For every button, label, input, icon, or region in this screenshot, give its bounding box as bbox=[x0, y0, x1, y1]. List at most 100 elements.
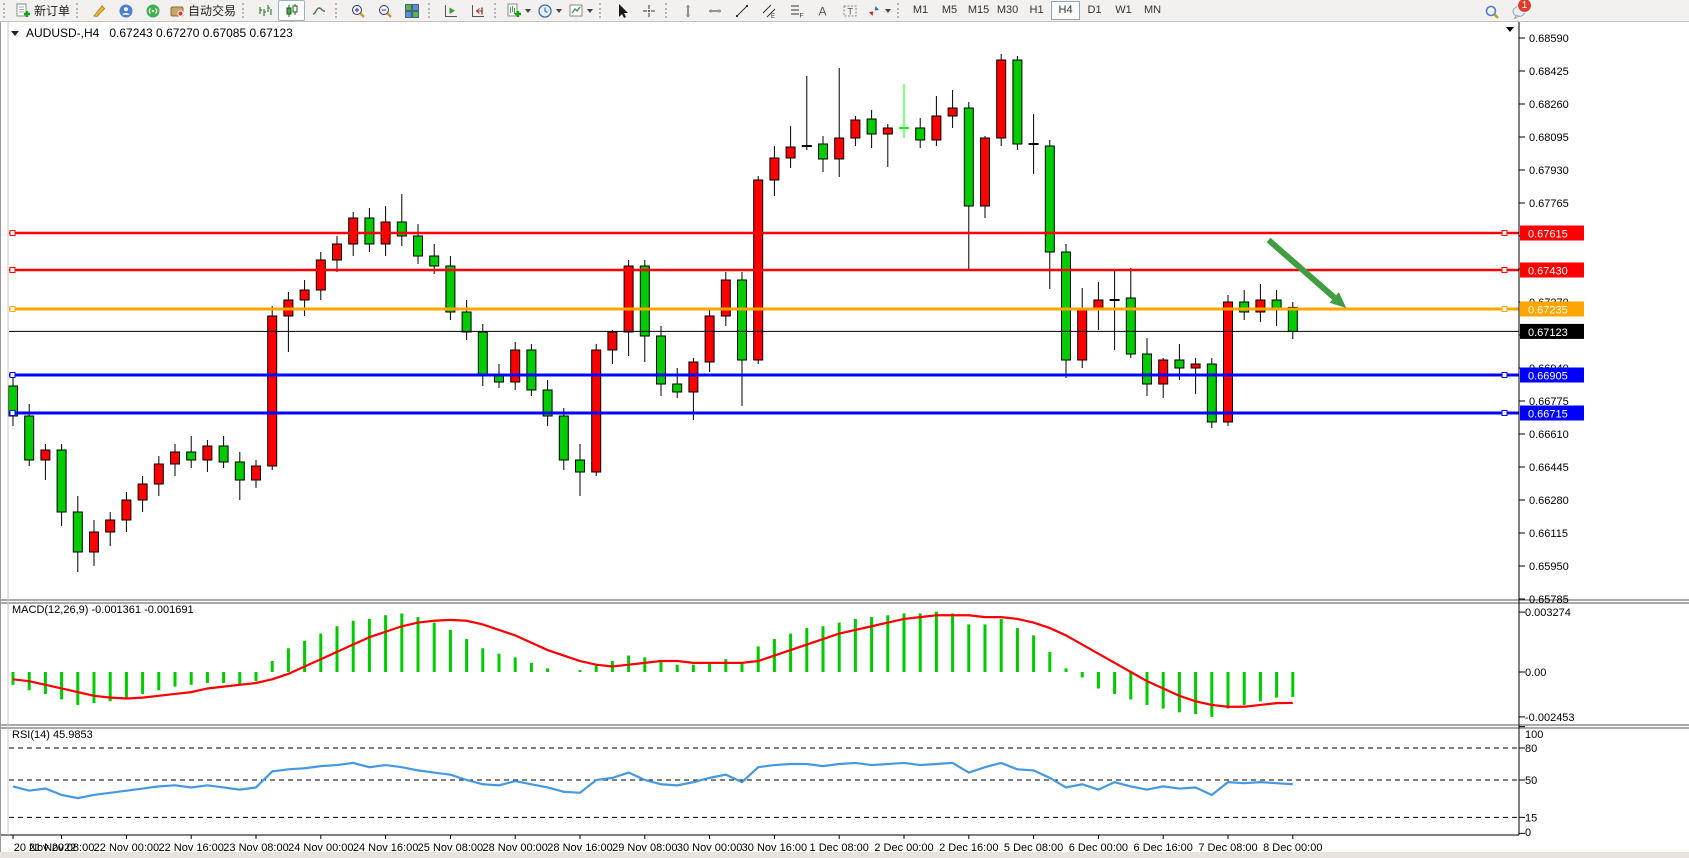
hline-tool-button[interactable] bbox=[701, 0, 728, 21]
toolbar-group-grip[interactable] bbox=[897, 3, 904, 18]
time-tick-label: 22 Nov 16:00 bbox=[158, 842, 223, 853]
dropdown-caret-icon[interactable] bbox=[525, 8, 532, 13]
text-tool-button[interactable]: A bbox=[809, 0, 836, 21]
ohlc-values: 0.67243 0.67270 0.67085 0.67123 bbox=[109, 26, 293, 40]
time-tick-label: 24 Nov 16:00 bbox=[353, 842, 418, 853]
time-tick-label: 6 Dec 16:00 bbox=[1134, 842, 1193, 853]
arrows-tool-button[interactable] bbox=[863, 0, 894, 21]
periods-button[interactable] bbox=[534, 0, 565, 21]
signals-button[interactable] bbox=[139, 0, 166, 21]
zoom-in-button[interactable] bbox=[344, 0, 371, 21]
clock-icon bbox=[538, 3, 552, 18]
toolbar-group-grip[interactable] bbox=[665, 3, 672, 18]
time-tick-label: 5 Dec 08:00 bbox=[1004, 842, 1063, 853]
timeframe-h1-button[interactable]: H1 bbox=[1029, 4, 1044, 16]
dropdown-caret-icon[interactable] bbox=[587, 8, 594, 13]
fibo-tool-button[interactable]: F bbox=[782, 0, 809, 21]
metaeditor-button[interactable] bbox=[85, 0, 112, 21]
channel-icon: E bbox=[762, 4, 775, 19]
line-handle[interactable] bbox=[1501, 306, 1508, 312]
text-icon: A bbox=[818, 4, 826, 18]
macd-tick-label: 0.003274 bbox=[1525, 607, 1571, 619]
bar-chart-mode-button[interactable] bbox=[251, 0, 278, 21]
line-handle[interactable] bbox=[9, 372, 16, 378]
new-order-button[interactable]: 新订单 bbox=[12, 0, 73, 21]
svg-text:A: A bbox=[818, 4, 826, 18]
search-button[interactable] bbox=[1478, 1, 1505, 22]
svg-text:F: F bbox=[799, 12, 803, 19]
market-button[interactable] bbox=[112, 0, 139, 21]
auto-trading-button[interactable]: 自动交易 bbox=[166, 0, 239, 21]
line-chart-mode-button[interactable] bbox=[305, 0, 332, 21]
toolbar-group-grip[interactable] bbox=[335, 3, 342, 18]
cursor-tool-button[interactable] bbox=[608, 0, 635, 21]
price-tick-label: 0.68590 bbox=[1529, 33, 1569, 45]
timeframe-mn-button[interactable]: MN bbox=[1143, 4, 1162, 16]
vline-icon bbox=[685, 4, 690, 17]
trendline-tool-button[interactable] bbox=[728, 0, 755, 21]
dropdown-caret-icon[interactable] bbox=[556, 8, 563, 13]
rsi-tick-label: 100 bbox=[1525, 729, 1543, 741]
tile-windows-button[interactable] bbox=[398, 0, 425, 21]
candle-chart-mode-button[interactable] bbox=[278, 0, 306, 21]
vline-tool-button[interactable] bbox=[674, 0, 701, 21]
zoom-out-button[interactable] bbox=[371, 0, 398, 21]
chart-window: 0.68590 0.68425 0.68260 0.68095 0.67930 0.677… bbox=[0, 22, 1689, 853]
chart-canvas[interactable]: 0.68590 0.68425 0.68260 0.68095 0.67930 0.677… bbox=[1, 22, 1689, 853]
chart-shift-button[interactable] bbox=[464, 0, 491, 21]
price-tick-label: 0.68425 bbox=[1529, 66, 1569, 78]
timeframe-m15-button[interactable]: M15 bbox=[967, 4, 990, 16]
toolbar-group-grip[interactable] bbox=[494, 3, 501, 18]
macd-signal-line bbox=[12, 614, 1293, 708]
pane-separator[interactable] bbox=[1, 599, 1689, 604]
timeframe-m30-button[interactable]: M30 bbox=[996, 4, 1019, 16]
macd-pane bbox=[11, 611, 1295, 717]
trendline-icon bbox=[735, 4, 748, 17]
toolbar-group-grip[interactable] bbox=[3, 3, 10, 18]
zoom-out-icon bbox=[378, 4, 392, 18]
toolbar-group-grip[interactable] bbox=[76, 3, 83, 18]
line-handle[interactable] bbox=[1501, 230, 1508, 236]
macd-indicator-label: MACD(12,26,9) -0.001361 -0.001691 bbox=[12, 604, 194, 616]
channel-tool-button[interactable]: E bbox=[755, 0, 782, 21]
line-handle[interactable] bbox=[1501, 410, 1508, 416]
timeframe-d1-button[interactable]: D1 bbox=[1087, 4, 1102, 16]
line-handle[interactable] bbox=[9, 306, 16, 312]
new-chart-button[interactable] bbox=[503, 0, 534, 21]
macd-tick-label: 0.00 bbox=[1525, 667, 1546, 679]
one-click-collapse-icon[interactable] bbox=[11, 30, 19, 36]
time-tick-label: 30 Nov 00:00 bbox=[677, 842, 742, 853]
timeframe-w1-button[interactable]: W1 bbox=[1115, 4, 1132, 16]
toolbar-group-grip[interactable] bbox=[428, 3, 435, 18]
timeframe-m5-button[interactable]: M5 bbox=[941, 4, 958, 16]
chart-shift-icon bbox=[471, 4, 484, 17]
pane-separator[interactable] bbox=[1, 724, 1689, 729]
timeframe-h4-button[interactable]: H4 bbox=[1051, 1, 1081, 20]
timeframe-m1-button[interactable]: M1 bbox=[912, 4, 929, 16]
indicators-button[interactable] bbox=[565, 0, 596, 21]
dropdown-caret-icon[interactable] bbox=[885, 8, 892, 13]
line-handle[interactable] bbox=[9, 230, 16, 236]
cursor-icon bbox=[618, 3, 628, 18]
main-toolbar: 新订单 自动交易 E F A T M1 M5 M15 M30 H1 H4 D1 W1 MN 1 bbox=[0, 0, 1689, 22]
time-tick-label: 22 Nov 00:00 bbox=[94, 842, 159, 853]
arrow-annotation[interactable] bbox=[1266, 237, 1347, 308]
time-tick-label: 2 Dec 00:00 bbox=[874, 842, 933, 853]
label-tool-button[interactable]: T bbox=[836, 0, 863, 21]
line-handle[interactable] bbox=[9, 410, 16, 416]
line-handle[interactable] bbox=[9, 267, 16, 273]
hline-icon bbox=[708, 8, 721, 13]
toolbar-group-grip[interactable] bbox=[242, 3, 249, 18]
line-handle[interactable] bbox=[1501, 267, 1508, 273]
price-tick-label: 0.68260 bbox=[1529, 99, 1569, 111]
auto-scroll-button[interactable] bbox=[437, 0, 464, 21]
brush-icon bbox=[92, 4, 105, 17]
chart-menu-icon[interactable] bbox=[1506, 27, 1514, 32]
toolbar-group-grip[interactable] bbox=[599, 3, 606, 18]
crosshair-tool-button[interactable] bbox=[635, 0, 662, 21]
line-handle[interactable] bbox=[1501, 372, 1508, 378]
svg-text:T: T bbox=[847, 6, 853, 16]
notifications-button[interactable]: 1 bbox=[1505, 0, 1533, 22]
